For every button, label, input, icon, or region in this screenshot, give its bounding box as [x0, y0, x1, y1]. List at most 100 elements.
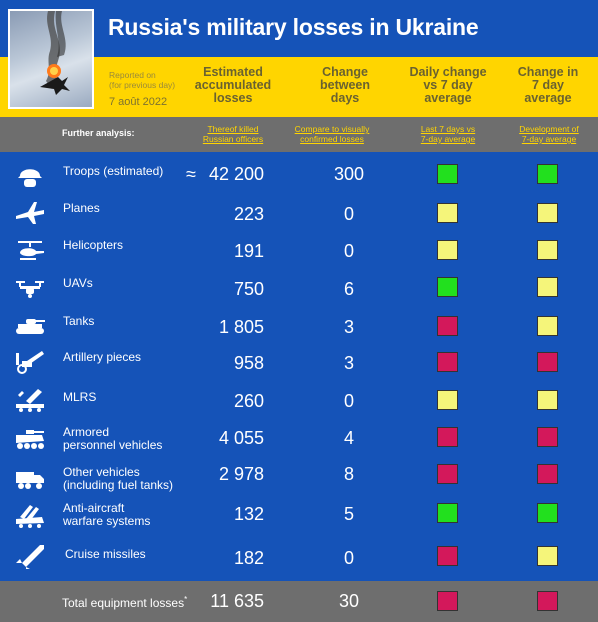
change-value: 4 — [343, 428, 354, 448]
daily-change-indicator — [437, 164, 458, 184]
burning-aircraft-photo — [8, 9, 94, 109]
accumulated-value: 223 — [233, 204, 264, 224]
seven-day-indicator — [537, 464, 558, 484]
total-accumulated-value: 11 635 — [210, 591, 264, 611]
table-row: Troops (estimated) ≈ 42 200 300 — [0, 160, 598, 190]
helicopter-icon — [18, 241, 44, 260]
accumulated-value: 260 — [233, 391, 264, 411]
daily-change-indicator — [437, 352, 458, 372]
daily-change-indicator — [437, 240, 458, 260]
reported-note-line2: (for previous day) — [109, 80, 176, 90]
row-label: Helicopters — [63, 238, 124, 252]
compare-confirmed-link[interactable]: Compare to visually confirmed losses — [294, 124, 370, 144]
total-change-value: 30 — [338, 591, 360, 611]
column-header-seven-day: Change in 7 day average — [517, 65, 579, 105]
seven-day-indicator — [537, 203, 558, 223]
seven-day-indicator — [537, 390, 558, 410]
daily-change-indicator — [437, 503, 458, 523]
column-header-change: Change between days — [319, 65, 370, 105]
total-row: Total equipment losses* 11 635 30 — [0, 581, 598, 622]
table-row: Other vehicles (including fuel tanks) 2 9… — [0, 464, 598, 498]
accumulated-value: 132 — [233, 504, 264, 524]
row-label: Cruise missiles — [65, 547, 146, 561]
column-header-band — [0, 57, 598, 117]
row-label: Troops (estimated) — [63, 164, 164, 178]
accumulated-value: 42 200 — [208, 164, 264, 184]
change-value: 0 — [343, 204, 354, 224]
table-row: Anti-aircraft warfare systems 132 5 — [0, 502, 598, 536]
daily-change-indicator — [437, 546, 458, 566]
report-date: 7 août 2022 — [109, 96, 168, 108]
change-value: 3 — [343, 353, 354, 373]
analysis-band — [0, 117, 598, 152]
column-header-accumulated: Estimated accumulated losses — [194, 65, 272, 105]
change-value: 0 — [343, 548, 354, 568]
page-title: Russia's military losses in Ukraine — [108, 14, 479, 40]
daily-change-indicator — [437, 464, 458, 484]
accumulated-value: 958 — [233, 353, 264, 373]
seven-day-indicator — [537, 352, 558, 372]
row-label: Tanks — [63, 314, 95, 328]
row-label: UAVs — [63, 276, 93, 290]
truck-icon — [16, 472, 44, 489]
seven-day-indicator — [537, 277, 558, 297]
table-row: Cruise missiles 182 0 — [0, 543, 598, 573]
total-label: Total equipment losses* — [62, 595, 188, 610]
accumulated-value: 182 — [233, 548, 264, 568]
drone-icon — [16, 281, 44, 298]
further-analysis-label: Further analysis: — [62, 128, 135, 138]
row-label: Artillery pieces — [63, 350, 142, 364]
table-row: Helicopters 191 0 — [0, 236, 598, 266]
row-label: MLRS — [63, 390, 97, 404]
reported-note-line1: Reported on — [109, 70, 156, 80]
apc-icon — [16, 430, 44, 449]
change-value: 0 — [343, 241, 354, 261]
artillery-icon — [16, 351, 44, 374]
daily-change-indicator — [437, 427, 458, 447]
approx-symbol: ≈ — [186, 164, 196, 184]
total-seven-day-indicator — [537, 591, 558, 611]
helmet-icon — [18, 169, 42, 187]
accumulated-value: 1 805 — [218, 317, 264, 337]
anti-aircraft-icon — [16, 505, 44, 528]
killed-officers-link[interactable]: Thereof killed Russian officers — [202, 124, 264, 144]
row-label: Planes — [63, 201, 100, 215]
daily-change-indicator — [437, 316, 458, 336]
table-row: Tanks 1 805 3 — [0, 312, 598, 342]
row-label: Other vehicles (including fuel tanks) — [63, 465, 174, 492]
column-header-daily-change: Daily change vs 7 day average — [409, 65, 487, 105]
accumulated-value: 4 055 — [218, 428, 264, 448]
change-value: 8 — [343, 464, 354, 484]
change-value: 6 — [343, 279, 354, 299]
seven-day-indicator — [537, 164, 558, 184]
table-row: UAVs 750 6 — [0, 274, 598, 304]
table-row: Planes 223 0 — [0, 199, 598, 229]
total-daily-change-indicator — [437, 591, 458, 611]
row-label: Anti-aircraft warfare systems — [63, 501, 151, 528]
daily-change-indicator — [437, 390, 458, 410]
last-7-days-link[interactable]: Last 7 days vs 7-day average — [420, 124, 476, 144]
development-link[interactable]: Development of 7-day average — [519, 124, 579, 144]
mlrs-icon — [16, 389, 44, 412]
plane-icon — [16, 202, 44, 224]
missile-icon — [16, 545, 44, 569]
change-value: 5 — [343, 504, 354, 524]
table-row: Artillery pieces 958 3 — [0, 348, 598, 378]
header — [0, 0, 598, 57]
change-value: 0 — [343, 391, 354, 411]
accumulated-value: 191 — [233, 241, 264, 261]
tank-icon — [16, 319, 45, 334]
seven-day-indicator — [537, 546, 558, 566]
accumulated-value: 2 978 — [218, 464, 264, 484]
change-value: 3 — [343, 317, 354, 337]
daily-change-indicator — [437, 277, 458, 297]
change-value: 300 — [333, 164, 365, 184]
daily-change-indicator — [437, 203, 458, 223]
reported-note: Reported on (for previous day) — [109, 70, 175, 90]
seven-day-indicator — [537, 240, 558, 260]
table-row: Armored personnel vehicles 4 055 4 — [0, 424, 598, 458]
accumulated-value: 750 — [233, 279, 264, 299]
seven-day-indicator — [537, 427, 558, 447]
seven-day-indicator — [537, 503, 558, 523]
row-label: Armored personnel vehicles — [63, 425, 163, 452]
